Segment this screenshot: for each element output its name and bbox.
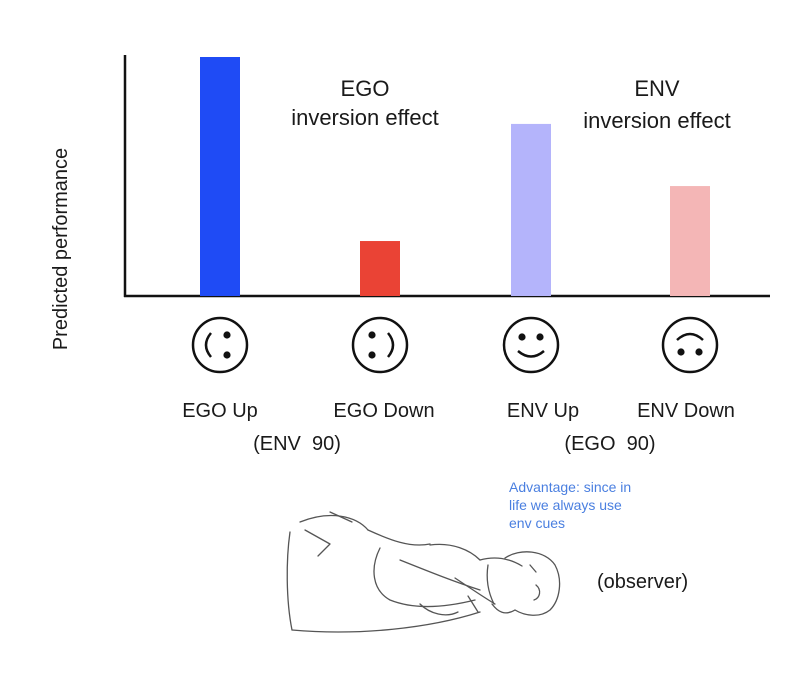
group-label-ego-90: (EGO 90)	[564, 433, 655, 455]
face-upside-down-icon	[661, 316, 719, 374]
face-rotated-right-icon	[351, 316, 409, 374]
ego-effect-subtitle: inversion effect	[291, 105, 439, 130]
face-rotated-left-icon	[191, 316, 249, 374]
advantage-note-line-3: env cues	[509, 515, 565, 531]
advantage-note-line-2: life we always use	[509, 497, 622, 513]
env-effect-title: ENV	[634, 76, 680, 101]
tick-label-env-up: ENV Up	[507, 400, 579, 422]
y-axis-label: Predicted performance	[50, 148, 72, 350]
tick-label-env-down: ENV Down	[637, 400, 735, 422]
ego-effect-title: EGO	[341, 76, 390, 101]
smiley-upright-icon	[502, 316, 560, 374]
group-label-env-90: (ENV 90)	[253, 433, 341, 455]
tick-label-ego-down: EGO Down	[333, 400, 434, 422]
env-effect-subtitle: inversion effect	[583, 108, 731, 133]
tick-label-ego-up: EGO Up	[182, 400, 258, 422]
bar-env-up	[511, 123, 551, 296]
bar-ego-up	[200, 57, 240, 296]
reclining-observer-sketch	[286, 511, 561, 633]
observer-label: (observer)	[597, 571, 688, 593]
bar-env-down	[670, 186, 710, 296]
bar-ego-down	[360, 241, 400, 296]
bars	[200, 57, 710, 296]
advantage-note-line-1: Advantage: since in	[509, 479, 631, 495]
